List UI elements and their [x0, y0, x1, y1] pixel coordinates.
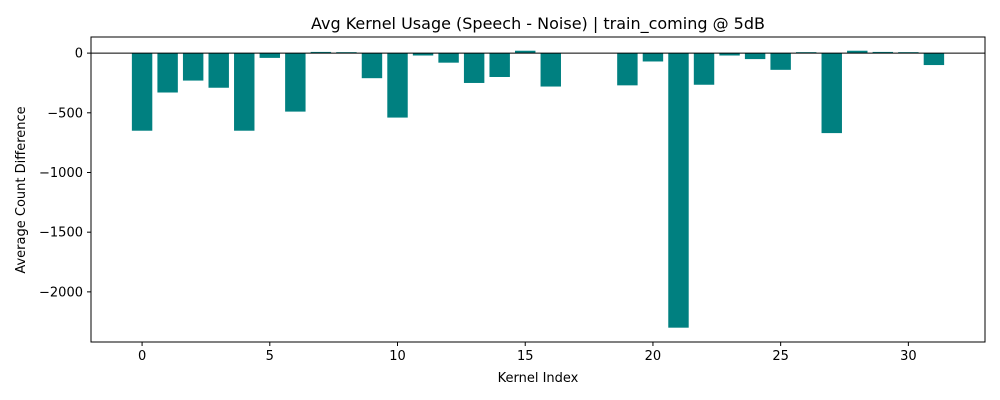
axes-spines [90, 36, 986, 343]
bar-kernel-20 [642, 53, 664, 62]
bar-kernel-7 [310, 51, 332, 54]
y-tick-label: −500 [47, 106, 83, 121]
x-axis: 0 5 10 15 20 25 30 [138, 342, 917, 364]
bar-kernel-2 [182, 53, 204, 81]
bar-kernel-3 [208, 53, 229, 88]
bar-kernel-27 [821, 53, 842, 134]
bar-kernel-4 [234, 53, 255, 131]
x-tick-label: 5 [266, 349, 274, 364]
bar-kernel-10 [387, 53, 408, 118]
bar-kernel-16 [540, 53, 561, 87]
bar-kernel-31 [923, 53, 945, 66]
bar-kernel-12 [438, 53, 459, 63]
bar-kernel-6 [285, 53, 306, 112]
bar-kernel-25 [770, 53, 791, 70]
bar-kernel-21 [668, 53, 689, 328]
x-tick-label: 25 [772, 349, 789, 364]
bar-kernel-29 [872, 51, 894, 54]
bar-kernel-14 [489, 53, 510, 77]
x-axis-label: Kernel Index [498, 371, 579, 386]
y-tick-label: −1000 [39, 166, 83, 181]
bar-kernel-15 [515, 50, 536, 54]
y-tick-label: −2000 [39, 285, 83, 300]
bar-kernel-19 [617, 53, 638, 86]
y-tick-label: −1500 [39, 226, 83, 241]
bar-kernel-5 [259, 53, 281, 58]
bar-kernel-0 [131, 53, 153, 131]
x-tick-label: 20 [645, 349, 662, 364]
y-axis-label: Average Count Difference [14, 106, 29, 273]
bar-kernel-24 [744, 53, 766, 60]
bar-kernel-9 [361, 53, 383, 79]
bar-kernel-23 [719, 53, 740, 56]
bar-kernel-28 [847, 50, 868, 54]
x-tick-label: 15 [517, 349, 534, 364]
bar-kernel-22 [693, 53, 715, 85]
bar-kernel-13 [463, 53, 485, 83]
chart-title: Avg Kernel Usage (Speech - Noise) | trai… [311, 14, 765, 34]
x-tick-label: 0 [138, 349, 146, 364]
x-tick-label: 10 [389, 349, 406, 364]
x-tick-label: 30 [900, 349, 917, 364]
bars [131, 50, 945, 328]
axes-frame [90, 36, 986, 343]
bar-kernel-1 [157, 53, 178, 93]
y-axis: 0 −500 −1000 −1500 −2000 [39, 47, 91, 300]
y-tick-label: 0 [75, 47, 83, 62]
bar-kernel-11 [412, 53, 434, 56]
